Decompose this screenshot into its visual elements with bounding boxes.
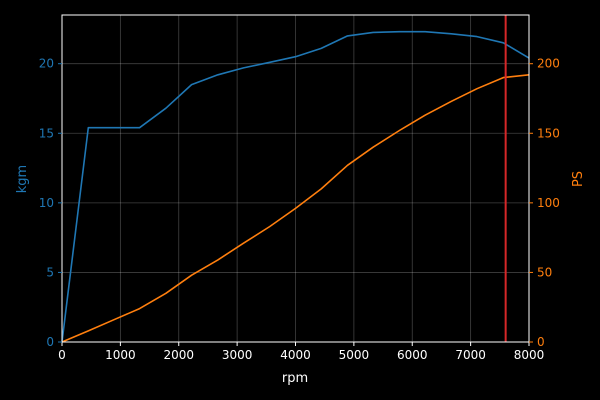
axes-group: 0 1000 2000 3000 4000 5000 6000 7000 80000510152… bbox=[39, 14, 560, 362]
series-line-kgm bbox=[61, 30, 530, 343]
x-tick-label: 7000 bbox=[455, 348, 486, 362]
y-right-tick-label: 0 bbox=[537, 335, 545, 349]
y-right-tick-label: 100 bbox=[537, 196, 560, 210]
x-axis-label: rpm bbox=[282, 371, 308, 386]
x-tick-label: 4000 bbox=[280, 348, 311, 362]
x-tick-label: 1000 bbox=[105, 348, 136, 362]
y-axis-right-label: PS bbox=[571, 171, 586, 187]
series-line-ps bbox=[61, 74, 530, 343]
y-axis-left-label: kgm bbox=[15, 165, 30, 193]
grid-lines bbox=[61, 15, 530, 343]
x-tick-label: 3000 bbox=[222, 348, 253, 362]
y-left-tick-label: 5 bbox=[46, 265, 54, 279]
y-right-tick-label: 150 bbox=[537, 126, 560, 140]
y-right-tick-label: 200 bbox=[537, 57, 560, 71]
x-tick-label: 0 bbox=[58, 348, 66, 362]
y-left-tick-label: 10 bbox=[39, 196, 54, 210]
y-left-tick-label: 0 bbox=[46, 335, 54, 349]
x-tick-label: 6000 bbox=[397, 348, 428, 362]
x-tick-label: 2000 bbox=[163, 348, 194, 362]
y-left-tick-label: 15 bbox=[39, 126, 54, 140]
x-tick-label: 8000 bbox=[514, 348, 545, 362]
x-tick-label: 5000 bbox=[339, 348, 370, 362]
y-right-tick-label: 50 bbox=[537, 265, 552, 279]
plot-series-group bbox=[61, 15, 530, 343]
y-left-tick-label: 20 bbox=[39, 57, 54, 71]
